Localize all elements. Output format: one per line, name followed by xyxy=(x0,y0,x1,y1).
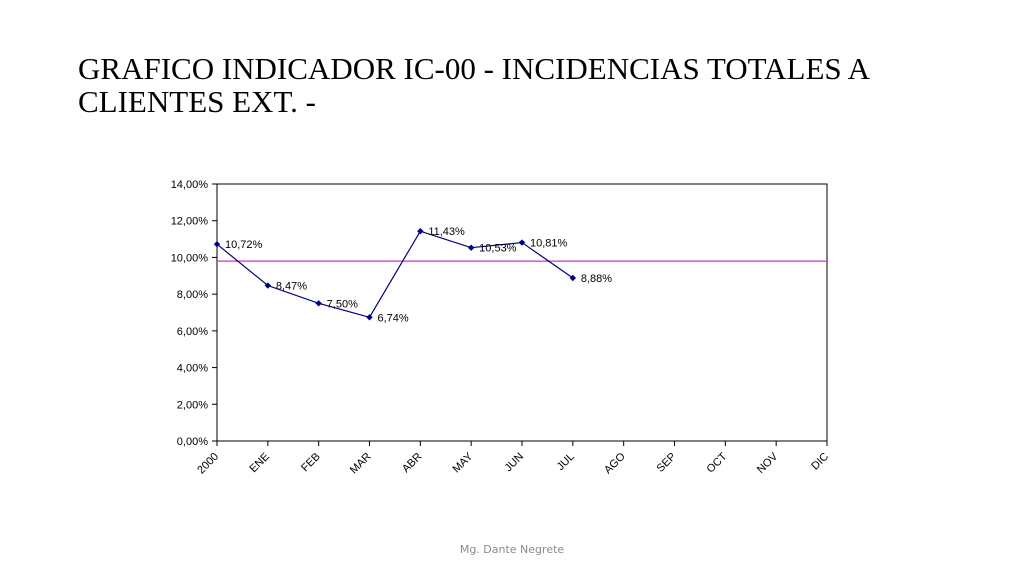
series-line xyxy=(216,230,574,318)
data-point-marker xyxy=(569,274,577,282)
y-tick-label: 10,00% xyxy=(171,252,209,264)
x-tick-label: ENE xyxy=(247,451,271,475)
x-tick-label: JUN xyxy=(503,451,527,475)
y-tick-label: 12,00% xyxy=(171,216,209,228)
x-tick-label: MAR xyxy=(348,451,374,477)
data-point-marker xyxy=(213,241,221,248)
y-axis: 0,00% 2,00% 4,00% 6,00% 8,00% 10,00% 12,00% 14,… xyxy=(171,179,217,448)
x-tick-label: SEP xyxy=(655,451,679,475)
y-tick-label: 6,00% xyxy=(177,326,208,338)
y-tick-label: 14,00% xyxy=(171,179,209,191)
data-label: 11,43% xyxy=(428,226,465,238)
x-tick-label: AGO xyxy=(602,450,628,476)
data-label: 10,81% xyxy=(530,238,568,250)
series-group: 10,72% 8,47% 7,50% 6,74% 11,43% 10,53% 10,81% 8… xyxy=(213,226,612,324)
data-point-marker xyxy=(417,227,424,235)
slide-title: GRAFICO INDICADOR IC-00 - INCIDENCIAS TO… xyxy=(78,51,869,119)
x-axis: 2000 ENE FEB MAR ABR MAY JUN JUL AGO SEP OCT NOV DIC xyxy=(195,441,831,476)
footer-author: Mg. Dante Negrete xyxy=(459,543,565,556)
x-tick-label: DIC xyxy=(809,451,831,473)
data-point-marker xyxy=(518,239,526,246)
data-point-marker xyxy=(315,300,322,307)
y-tick-label: 2,00% xyxy=(177,399,208,411)
x-tick-label: JUL xyxy=(555,451,577,473)
y-tick-label: 0,00% xyxy=(177,436,208,448)
data-label: 6,74% xyxy=(378,312,409,324)
x-tick-label: NOV xyxy=(755,450,781,476)
data-label: 8,47% xyxy=(276,281,307,293)
x-tick-label: ABR xyxy=(400,451,425,476)
data-label: 10,72% xyxy=(225,239,263,251)
data-label: 10,53% xyxy=(479,243,517,255)
plot-area xyxy=(216,183,828,442)
y-tick-label: 4,00% xyxy=(177,363,208,375)
data-point-marker xyxy=(366,314,373,321)
data-point-marker xyxy=(264,282,272,289)
x-tick-label: 2000 xyxy=(195,451,221,477)
y-tick-label: 8,00% xyxy=(177,289,208,301)
x-tick-label: OCT xyxy=(705,450,730,475)
x-tick-label: MAY xyxy=(451,450,476,475)
data-label: 7,50% xyxy=(327,298,358,310)
x-tick-label: FEB xyxy=(299,451,323,475)
data-point-marker xyxy=(467,244,475,251)
data-label: 8,88% xyxy=(581,273,612,285)
